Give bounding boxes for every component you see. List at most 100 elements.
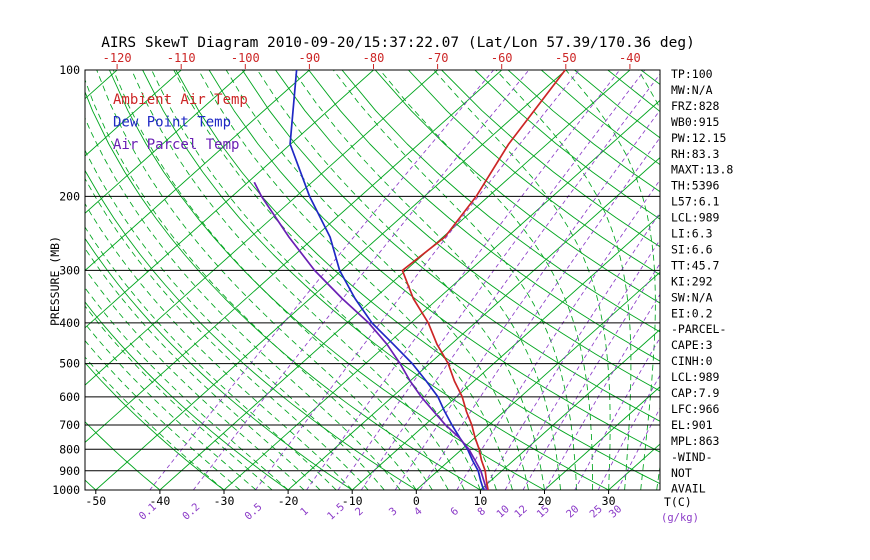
legend: Ambient Air Temp Dew Point Temp Air Parcel… — [113, 92, 248, 153]
moist-adiabat-line — [379, 70, 594, 490]
stats-line: FRZ:828 — [671, 99, 720, 113]
mixing-ratio-line — [337, 70, 646, 490]
mixing-ratio-line — [255, 70, 580, 490]
isotherm-line — [85, 70, 438, 386]
legend-dewpoint: Dew Point Temp — [113, 115, 231, 131]
mixing-ratio-line — [306, 70, 621, 490]
mixing-ratio-label: 4 — [412, 505, 425, 518]
pressure-label: 900 — [59, 464, 80, 478]
pressure-axis-label: PRESSURE (MB) — [48, 236, 62, 326]
stats-line: MW:N/A — [671, 83, 713, 97]
bottom-temp-label: -30 — [214, 494, 235, 508]
mixing-ratio-label: 12 — [512, 503, 529, 520]
stats-line: WB0:915 — [671, 115, 719, 129]
mixing-ratio-label: 2 — [353, 505, 366, 518]
mixing-ratio-line — [192, 70, 530, 490]
bottom-temp-label: -10 — [342, 494, 363, 508]
dry-adiabat-line — [108, 70, 545, 490]
chart-title: AIRS SkewT Diagram 2010-09-20/15:37:22.0… — [101, 35, 695, 51]
moist-adiabat-line — [173, 70, 497, 490]
moist-adiabat-line — [85, 339, 241, 490]
stats-line: EL:901 — [671, 418, 713, 432]
dry-adiabat-line — [241, 70, 660, 422]
isotherm-line — [351, 214, 660, 490]
moist-adiabat-line — [85, 287, 289, 490]
stats-line: LFC:966 — [671, 402, 720, 416]
isotherm-line — [544, 386, 660, 490]
mixing-ratio-line — [504, 239, 660, 490]
parcel-trace — [253, 181, 488, 490]
moist-adiabat-line — [85, 177, 369, 490]
dry-adiabat-line — [85, 90, 481, 490]
moist-adiabat-line — [85, 356, 225, 490]
bottom-temp-label: 0 — [413, 494, 420, 508]
pressure-label: 500 — [59, 357, 80, 371]
background-grid-lines — [85, 70, 660, 490]
bottom-temp-label: 10 — [473, 494, 487, 508]
moist-adiabat-line — [112, 70, 449, 490]
pressure-label: 700 — [59, 418, 80, 432]
stats-line: LCL:989 — [671, 211, 720, 225]
dry-adiabat-line — [85, 237, 353, 490]
moist-adiabat-line — [332, 70, 577, 490]
sounding-traces — [253, 70, 566, 490]
pressure-label: 100 — [59, 63, 80, 77]
isotherm-line — [85, 70, 374, 329]
moist-adiabat-line — [85, 247, 321, 490]
top-axis-label: -110 — [167, 51, 196, 65]
mixing-ratio-label: 3 — [387, 505, 400, 518]
mixing-ratio-line — [419, 136, 660, 490]
top-axis-label: -120 — [103, 51, 132, 65]
moist-adiabat-line — [85, 149, 385, 490]
moist-adiabat-line — [85, 305, 273, 490]
dry-adiabat-line — [175, 70, 660, 485]
stats-line: SI:6.6 — [671, 242, 713, 256]
stats-line: LCL:989 — [671, 370, 720, 384]
moist-adiabat-line — [131, 70, 465, 490]
dry-adiabat-line — [85, 169, 417, 490]
stats-line: CAPE:3 — [671, 338, 713, 352]
top-axis-label: -90 — [299, 51, 321, 65]
mixing-ratio-line — [394, 109, 660, 490]
mixing-ratio-label: 10 — [494, 503, 511, 520]
isotherm-line — [95, 70, 567, 490]
dry-adiabat-line — [208, 70, 660, 453]
stats-line: CAP:7.9 — [671, 386, 720, 400]
moist-adiabat-line — [85, 226, 337, 490]
isotherm-line — [85, 70, 502, 443]
stats-line: -WIND- — [671, 450, 713, 464]
mixing-ratio-line — [456, 179, 660, 490]
mixing-ratio-label: 6 — [448, 505, 461, 518]
mixing-ratio-label: 0.5 — [242, 501, 264, 523]
stats-line: EI:0.2 — [671, 306, 713, 320]
stats-panel: TP:100 MW:N/A FRZ:828 WB0:915 PW:12.15 RH:83.… — [671, 67, 733, 496]
isotherm-line — [85, 70, 310, 272]
isotherm-line — [287, 157, 660, 490]
pressure-label: 600 — [59, 390, 80, 404]
pressure-gridlines — [84, 69, 661, 491]
stats-line: TH:5396 — [671, 179, 720, 193]
plot-border — [84, 69, 661, 491]
stats-line: L57:6.1 — [671, 195, 720, 209]
mixing-ratio-label: 1 — [298, 505, 311, 518]
moist-adiabat-line — [292, 70, 561, 490]
mixing-ratio-line — [149, 70, 494, 490]
stats-line: LI:6.3 — [671, 227, 713, 241]
bottom-temp-label: -20 — [278, 494, 299, 508]
dry-adiabat-line — [85, 421, 161, 490]
mixing-ratio-label: 0.2 — [180, 501, 202, 523]
dry-adiabat-line — [85, 362, 225, 490]
isotherm-line — [416, 271, 660, 490]
dewpoint-trace — [289, 70, 485, 490]
bottom-temp-label: -50 — [85, 494, 106, 508]
stats-line: -PARCEL- — [671, 322, 726, 336]
dry-adiabat-line — [85, 301, 289, 490]
dry-adiabat-line — [275, 70, 660, 392]
dry-adiabat-line — [441, 70, 660, 248]
mixing-ratio-line — [483, 211, 660, 490]
isotherm-line — [85, 70, 246, 214]
top-axis-label: -100 — [231, 51, 260, 65]
stats-line: PW:12.15 — [671, 131, 726, 145]
stats-line: SW:N/A — [671, 290, 713, 304]
